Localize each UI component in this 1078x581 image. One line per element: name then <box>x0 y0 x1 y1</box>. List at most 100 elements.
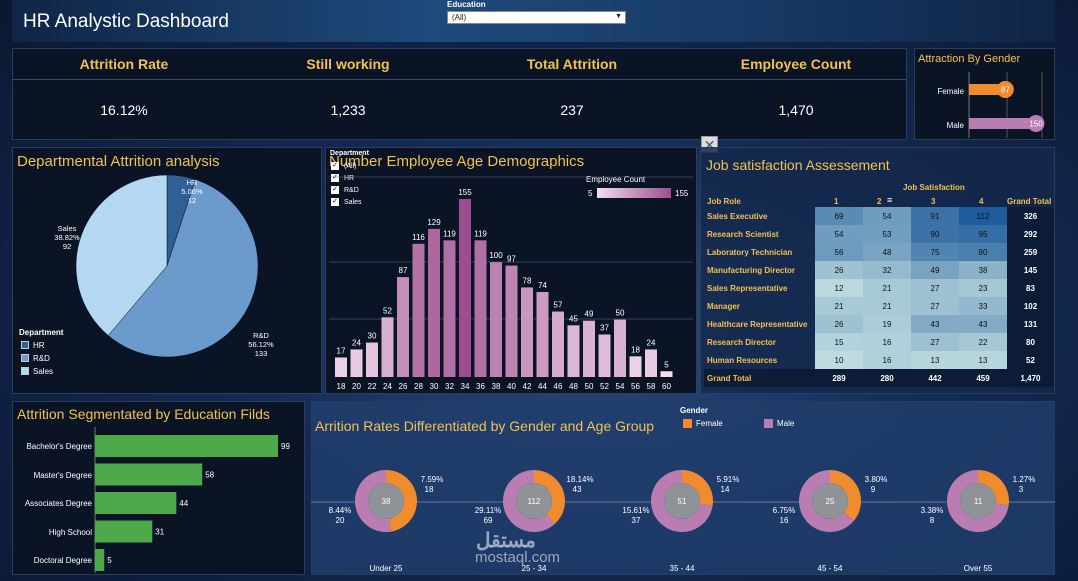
row-human-resources-cell-3: 13 <box>911 351 959 369</box>
age-bar-value-40: 97 <box>507 255 516 264</box>
watermark-arabic: مستقل <box>476 530 536 552</box>
pie-label-sales: Sales <box>58 224 77 233</box>
age-bar-value-36: 119 <box>474 229 487 238</box>
dept-legend-swatch-hr <box>21 341 29 349</box>
dept-filter-checkbox-rd[interactable]: ✓ <box>331 186 339 194</box>
row-research-director-cell-4: 22 <box>959 333 1007 351</box>
row-human-resources-role: Human Resources <box>707 355 778 365</box>
row-sales-representative-role: Sales Representative <box>707 283 788 293</box>
age-bar-value-32: 119 <box>443 229 456 238</box>
age-bar-60 <box>660 371 673 377</box>
row-grand-total-cell-3: 442 <box>911 369 959 387</box>
edu-bar-associates-degree <box>95 492 177 514</box>
age-bar-50 <box>583 320 595 377</box>
chevron-down-icon[interactable]: ▼ <box>615 13 622 20</box>
row-human-resources-grand-total: 52 <box>1007 351 1054 369</box>
row-manufacturing-director-cell-1: 26 <box>815 261 863 279</box>
donut-male-count-25-34: 69 <box>484 516 493 525</box>
donut-male-pct-45-54: 6.75% <box>773 506 796 515</box>
age-bar-value-42: 78 <box>523 276 532 285</box>
age-bar-26 <box>397 277 409 377</box>
gender-bar-male <box>969 118 1042 129</box>
gender-legend-label-female: Female <box>696 419 723 428</box>
edu-bar-value-master-s-degree: 58 <box>205 471 214 480</box>
edu-label-high-school: High School <box>48 527 92 537</box>
age-tick-26: 26 <box>399 382 408 391</box>
edu-label-master-s-degree: Master's Degree <box>33 470 92 480</box>
row-grand-total-cell-2: 280 <box>863 369 911 387</box>
age-bar-value-28: 116 <box>412 233 425 242</box>
dept-filter-checkbox-sales[interactable]: ✓ <box>331 198 339 206</box>
gender-legend-title: Gender <box>680 406 709 415</box>
pie-label-hr: HR <box>187 178 198 187</box>
row-grand-total-cell-1: 289 <box>815 369 863 387</box>
job-satisfaction-column-group: Job Satisfaction <box>903 183 965 192</box>
age-bar-48 <box>567 325 580 377</box>
row-sales-representative-cell-3: 27 <box>911 279 959 297</box>
donut-male-count-under-25: 20 <box>336 516 345 525</box>
row-research-director-grand-total: 80 <box>1007 333 1054 351</box>
gender-bar-label-female: Female <box>937 87 964 96</box>
donut-male-count-35-44: 37 <box>632 516 641 525</box>
education-filter-dropdown[interactable]: (All) ▼ <box>447 11 626 24</box>
donut-male-25-34 <box>502 470 555 532</box>
age-tick-42: 42 <box>523 382 532 391</box>
donut-category-under-25: Under 25 <box>370 564 403 573</box>
row-healthcare-representative-cell-2: 19 <box>863 315 911 333</box>
age-bar-value-60: 5 <box>664 360 669 369</box>
kpi-employee-count-label: Employee Count <box>740 56 852 72</box>
gender-legend-swatch-male <box>764 419 773 428</box>
age-tick-60: 60 <box>662 382 671 391</box>
pie-label-sales: 38.82% <box>54 233 80 242</box>
row-research-scientist-cell-4: 95 <box>959 225 1007 243</box>
row-human-resources-cell-1: 10 <box>815 351 863 369</box>
age-bar-value-52: 37 <box>600 324 609 333</box>
dept-filter-option-sales: Sales <box>344 199 362 206</box>
row-manufacturing-director-grand-total: 145 <box>1007 261 1054 279</box>
age-tick-32: 32 <box>445 382 454 391</box>
row-sales-executive-cell-1: 69 <box>815 207 863 225</box>
age-tick-48: 48 <box>569 382 578 391</box>
dept-filter-checkbox-hr[interactable]: ✓ <box>331 174 339 182</box>
pie-slice-r-d <box>107 179 259 358</box>
dept-filter-checkbox-all[interactable]: ✓ <box>331 162 339 170</box>
donut-female-count-over-55: 3 <box>1019 485 1024 494</box>
row-manufacturing-director-cell-2: 32 <box>863 261 911 279</box>
edu-bar-doctoral-degree <box>95 549 105 571</box>
age-tick-56: 56 <box>631 382 640 391</box>
table-row: Manufacturing Director 26 32 49 38 145 <box>704 261 1054 279</box>
row-research-director-cell-1: 15 <box>815 333 863 351</box>
age-bar-40 <box>505 265 518 377</box>
age-bar-24 <box>381 317 394 377</box>
donut-total-45-54: 25 <box>826 497 835 506</box>
row-healthcare-representative-role: Healthcare Representative <box>707 319 808 329</box>
age-tick-46: 46 <box>554 382 563 391</box>
row-laboratory-technician-cell-3: 75 <box>911 243 959 261</box>
row-sales-representative-cell-1: 12 <box>815 279 863 297</box>
col-header-3: 3 <box>931 197 936 206</box>
age-bar-36 <box>474 240 487 377</box>
age-bar-18 <box>335 357 347 377</box>
row-manufacturing-director-role: Manufacturing Director <box>707 265 796 275</box>
donut-female-pct-over-55: 1.27% <box>1013 475 1036 484</box>
age-bar-52 <box>598 334 611 377</box>
row-sales-executive-cell-4: 112 <box>959 207 1007 225</box>
donut-female-35-44 <box>682 470 713 506</box>
sort-icon[interactable]: ≡ <box>887 195 893 205</box>
row-manufacturing-director-cell-4: 38 <box>959 261 1007 279</box>
kpi-still-working-value: 1,233 <box>330 102 366 118</box>
employee-count-legend-min: 5 <box>588 189 593 198</box>
table-row: Sales Representative 12 21 27 23 83 <box>704 279 1054 297</box>
job-satisfaction-title: Job satisfaction Assessement <box>706 157 890 173</box>
row-laboratory-technician-cell-4: 80 <box>959 243 1007 261</box>
row-research-director-cell-2: 16 <box>863 333 911 351</box>
age-bar-58 <box>645 349 657 377</box>
age-tick-30: 30 <box>430 382 439 391</box>
donut-hole-over-55 <box>960 483 996 519</box>
row-research-scientist-cell-2: 53 <box>863 225 911 243</box>
edu-bar-value-bachelor-s-degree: 99 <box>281 442 290 451</box>
age-bar-value-20: 24 <box>352 338 361 347</box>
gender-legend-swatch-female <box>683 419 692 428</box>
row-manager-cell-3: 27 <box>911 297 959 315</box>
